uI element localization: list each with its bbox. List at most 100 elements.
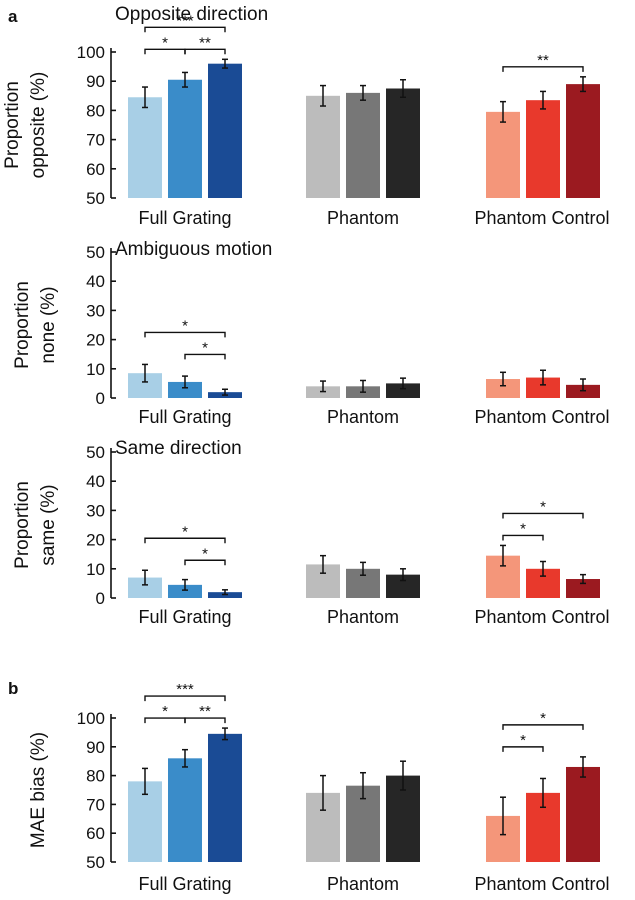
x-category-label: Phantom Control [474, 874, 609, 894]
panel-letter: a [8, 7, 18, 26]
bar-phantom-control-3 [566, 84, 600, 198]
significance-label: * [540, 498, 546, 515]
significance-bracket [502, 724, 584, 730]
significance-label: *** [176, 12, 194, 29]
significance-bracket [502, 534, 544, 541]
x-category-label: Phantom Control [474, 208, 609, 228]
chart-panel-3: Same direction Proportion same (%) 0 10 20 30 4… [12, 438, 610, 627]
x-category-label: Phantom [327, 407, 399, 427]
bar-phantom-control-2 [526, 100, 560, 198]
bar-phantom-control-1 [486, 379, 520, 398]
bar-phantom-control-1 [486, 111, 520, 198]
significance-bracket [144, 331, 226, 338]
bar-full-grating-1 [128, 577, 162, 598]
significance-label: * [182, 523, 188, 540]
y-tick-label: 30 [86, 501, 105, 520]
x-category-label: Full Grating [138, 407, 231, 427]
y-tick-label: 100 [77, 43, 105, 62]
y-tick-label: 50 [86, 443, 105, 462]
chart-title: Opposite direction [115, 4, 268, 25]
bar-phantom-3 [386, 88, 420, 198]
x-category-label: Full Grating [138, 874, 231, 894]
y-tick-label: 60 [86, 160, 105, 179]
significance-label: * [182, 317, 188, 334]
significance-label: ** [537, 52, 549, 69]
y-tick-label: 70 [86, 795, 105, 814]
significance-label: * [202, 545, 208, 562]
y-tick-label: 60 [86, 824, 105, 843]
significance-label: * [202, 339, 208, 356]
y-tick-label: 40 [86, 472, 105, 491]
significance-label: *** [176, 681, 194, 698]
bar-phantom-1 [306, 95, 340, 198]
y-axis-label: MAE bias (%) [28, 732, 49, 848]
y-tick-label: 10 [86, 560, 105, 579]
y-tick-label: 10 [86, 360, 105, 379]
y-tick-label: 50 [86, 189, 105, 208]
y-tick-label: 0 [96, 589, 105, 608]
bar-full-grating-2 [168, 381, 202, 398]
y-tick-label: 90 [86, 72, 105, 91]
y-tick-label: 80 [86, 101, 105, 120]
significance-label: * [540, 710, 546, 727]
significance-bracket [144, 695, 226, 702]
significance-bracket [502, 66, 584, 72]
x-category-label: Phantom [327, 607, 399, 627]
y-axis-label: Proportion [12, 281, 33, 369]
chart-title: Same direction [115, 438, 242, 459]
significance-label: ** [199, 34, 211, 51]
bar-phantom-control-3 [566, 579, 600, 598]
significance-label: * [162, 34, 168, 51]
significance-label: * [520, 732, 526, 749]
bar-phantom-control-2 [526, 377, 560, 398]
bar-phantom-control-3 [566, 766, 600, 862]
bar-full-grating-2 [168, 584, 202, 598]
significance-bracket [184, 559, 226, 566]
bar-phantom-3 [386, 574, 420, 598]
y-axis-label: Proportion [12, 481, 33, 569]
y-axis-label: same (%) [38, 484, 59, 565]
y-tick-label: 80 [86, 767, 105, 786]
chart-panel-1: a Opposite direction Proportion opposite (%… [2, 4, 610, 228]
significance-bracket [144, 537, 226, 544]
significance-bracket [184, 353, 226, 360]
significance-bracket [502, 746, 544, 752]
y-axis-label: none (%) [38, 286, 59, 363]
x-category-label: Phantom [327, 874, 399, 894]
panel-letter: b [8, 679, 18, 698]
significance-bracket [184, 48, 226, 55]
significance-bracket [184, 717, 226, 724]
x-category-label: Full Grating [138, 208, 231, 228]
y-tick-label: 30 [86, 301, 105, 320]
significance-bracket [144, 26, 226, 33]
y-axis-label: Proportion [2, 81, 23, 169]
chart-panel-2: Ambiguous motion Proportion none (%) 0 10 20 3… [12, 239, 610, 427]
y-tick-label: 20 [86, 331, 105, 350]
significance-label: * [520, 520, 526, 537]
bar-phantom-3 [386, 383, 420, 398]
bar-full-grating-2 [168, 79, 202, 198]
x-category-label: Phantom [327, 208, 399, 228]
bar-phantom-2 [346, 92, 380, 198]
bar-full-grating-2 [168, 758, 202, 862]
y-tick-label: 70 [86, 131, 105, 150]
y-tick-label: 20 [86, 531, 105, 550]
x-category-label: Phantom Control [474, 407, 609, 427]
bar-full-grating-3 [208, 733, 242, 862]
y-tick-label: 50 [86, 243, 105, 262]
significance-bracket [502, 512, 584, 519]
x-category-label: Full Grating [138, 607, 231, 627]
y-tick-label: 40 [86, 272, 105, 291]
y-axis-label: opposite (%) [28, 72, 49, 179]
bar-full-grating-3 [208, 63, 242, 199]
y-tick-label: 90 [86, 738, 105, 757]
y-tick-label: 50 [86, 853, 105, 872]
significance-label: * [162, 703, 168, 720]
y-tick-label: 0 [96, 389, 105, 408]
y-tick-label: 100 [77, 709, 105, 728]
x-category-label: Phantom Control [474, 607, 609, 627]
significance-label: ** [199, 703, 211, 720]
chart-title: Ambiguous motion [115, 239, 272, 260]
